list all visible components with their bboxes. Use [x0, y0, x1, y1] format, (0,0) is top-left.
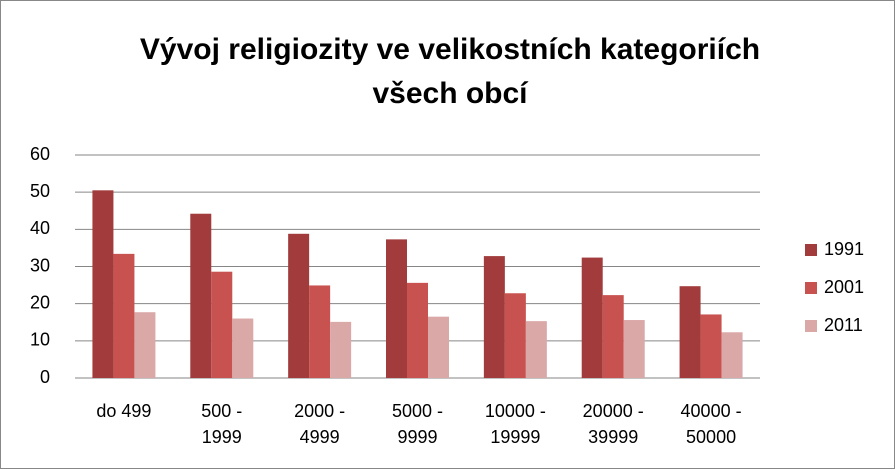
bar [113, 253, 135, 378]
bar [309, 285, 331, 378]
legend-swatch [805, 282, 817, 294]
legend-label: 2011 [824, 315, 863, 335]
x-tick-label: 20000 - 39999 [582, 401, 644, 447]
legend-swatch [805, 244, 817, 256]
bar [232, 318, 254, 378]
bar [190, 213, 212, 378]
x-tick-label: 10000 - 19999 [484, 401, 546, 447]
bar [525, 321, 547, 378]
bar [92, 190, 114, 378]
x-tick-label: 500 - 1999 [201, 401, 243, 447]
x-tick-label: 40000 - 50000 [680, 401, 742, 447]
x-tick-label: do 499 [96, 401, 152, 421]
legend-label: 1991 [824, 239, 864, 259]
bar [407, 282, 428, 378]
y-tick-label: 0 [40, 367, 50, 387]
legend-swatch [805, 320, 817, 332]
bar [602, 295, 624, 378]
bar [134, 312, 156, 378]
y-tick-label: 20 [30, 292, 50, 312]
y-tick-label: 60 [30, 144, 50, 164]
bar [721, 332, 743, 378]
x-tick-label: 5000 - 9999 [391, 401, 444, 447]
bar [386, 239, 407, 378]
chart-title: Vývoj religiozity ve velikostních katego… [139, 33, 761, 110]
y-tick-label: 30 [30, 255, 50, 275]
y-tick-label: 50 [30, 181, 50, 201]
bar [581, 257, 603, 378]
bar [330, 321, 352, 378]
bar [483, 256, 505, 378]
y-tick-label: 40 [30, 218, 50, 238]
bar [700, 314, 722, 378]
legend-label: 2001 [824, 277, 864, 297]
bar [679, 286, 701, 378]
bar [288, 233, 310, 378]
y-tick-label: 10 [30, 330, 50, 350]
bar [428, 316, 449, 378]
bar [623, 320, 645, 378]
bar [211, 271, 233, 378]
x-tick-label: 2000 - 4999 [294, 401, 346, 447]
bar [504, 293, 526, 378]
